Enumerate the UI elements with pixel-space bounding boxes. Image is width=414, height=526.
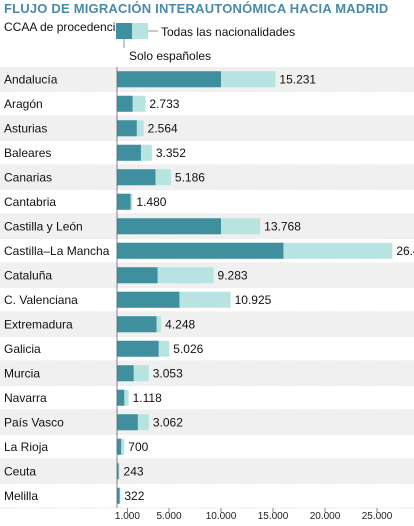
bar-spanish (117, 487, 120, 504)
category-label: Castilla–La Mancha (4, 244, 110, 258)
value-label: 26.473 (396, 244, 414, 258)
value-label: 1.480 (136, 195, 166, 209)
bar-spanish (117, 365, 134, 382)
value-label: 5.186 (175, 170, 205, 184)
bar-spanish (117, 291, 180, 308)
bar-spanish (117, 71, 221, 88)
legend-swatch-total (132, 23, 148, 39)
x-tick-label: 1.000 (115, 511, 140, 522)
row-band (0, 312, 414, 337)
row-band (0, 91, 414, 116)
value-label: 700 (128, 440, 148, 454)
bar-spanish (117, 242, 284, 259)
value-label: 15.231 (279, 72, 316, 86)
row-band (0, 189, 414, 214)
bar-spanish (117, 267, 158, 284)
x-tick-label: 20.000 (310, 511, 341, 522)
x-tick-label: 15.000 (258, 511, 289, 522)
bar-spanish (117, 340, 159, 357)
x-axis: 1.000 5.000 10.000 15.000 20.000 25.000 (115, 508, 393, 522)
bar-spanish (117, 144, 141, 161)
value-label: 243 (124, 464, 144, 478)
category-label: Cantabria (4, 195, 56, 209)
bar-spanish (117, 438, 122, 455)
value-label: 322 (124, 489, 144, 503)
category-label: Cataluña (4, 268, 52, 282)
category-label: La Rioja (4, 440, 48, 454)
category-label: Extremadura (4, 317, 73, 331)
value-label: 4.248 (165, 317, 195, 331)
value-label: 9.283 (218, 268, 248, 282)
value-label: 10.925 (235, 293, 272, 307)
category-label: Ceuta (4, 464, 36, 478)
x-tick-label: 5.000 (156, 511, 181, 522)
legend-label-total: Todas las nacionalidades (161, 25, 295, 39)
value-label: 13.768 (264, 219, 301, 233)
row-band (0, 361, 414, 386)
category-label: Canarias (4, 170, 52, 184)
bar-spanish (117, 389, 125, 406)
bar-spanish (117, 414, 138, 431)
row-band (0, 459, 414, 484)
row-band (0, 140, 414, 165)
value-label: 2.733 (149, 97, 179, 111)
value-label: 3.062 (153, 415, 183, 429)
bar-spanish (117, 463, 119, 480)
row-band (0, 385, 414, 410)
chart-rows: Andalucía 15.231 Aragón 2.733 Asturias 2.564 B… (0, 67, 414, 509)
value-label: 1.118 (133, 391, 162, 405)
bar-spanish (117, 193, 131, 210)
row-band (0, 336, 414, 361)
category-label: Navarra (4, 391, 47, 405)
row-band (0, 410, 414, 435)
row-band (0, 434, 414, 459)
value-label: 3.053 (153, 366, 183, 380)
bar-spanish (117, 95, 133, 112)
legend-swatch-spanish (116, 23, 132, 39)
bar-spanish (117, 169, 156, 186)
category-header: CCAA de procedencia (4, 20, 122, 34)
category-label: Galicia (4, 342, 41, 356)
category-label: C. Valenciana (4, 293, 78, 307)
row-band (0, 116, 414, 141)
category-label: Asturias (4, 121, 47, 135)
row-band (0, 483, 414, 508)
value-label: 2.564 (148, 121, 178, 135)
x-tick-label: 25.000 (362, 511, 393, 522)
category-label: Baleares (4, 146, 51, 160)
x-tick-label: 10.000 (206, 511, 237, 522)
category-label: Aragón (4, 97, 43, 111)
category-label: Murcia (4, 366, 40, 380)
legend-label-spanish: Solo españoles (129, 49, 211, 63)
category-label: Castilla y León (4, 219, 83, 233)
bar-spanish (117, 316, 157, 333)
category-label: Melilla (4, 489, 38, 503)
value-label: 3.352 (156, 146, 186, 160)
row-band (0, 165, 414, 190)
bar-spanish (117, 120, 137, 137)
bar-spanish (117, 218, 221, 235)
legend: Todas las nacionalidades Solo españoles (116, 23, 295, 63)
category-label: País Vasco (4, 415, 64, 429)
value-label: 5.026 (173, 342, 203, 356)
chart-title: FLUJO DE MIGRACIÓN INTERAUTONÓMICA HACIA… (4, 1, 388, 16)
category-label: Andalucía (4, 72, 58, 86)
